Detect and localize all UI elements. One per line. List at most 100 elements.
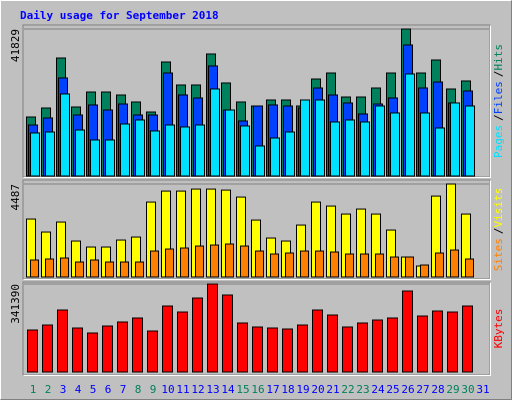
- legend-entry: Pages: [492, 125, 505, 158]
- legend-entry: Sites: [492, 238, 505, 271]
- legend: Pages/Files/Hits: [492, 44, 505, 158]
- x-tick-label: 30: [461, 383, 474, 396]
- x-tick-label: 3: [60, 383, 67, 396]
- bar: [135, 119, 145, 177]
- bar: [132, 317, 143, 373]
- bar: [450, 102, 460, 177]
- x-tick-label: 31: [476, 383, 489, 396]
- bar: [177, 311, 188, 373]
- bar: [30, 259, 39, 278]
- bar: [435, 127, 445, 177]
- bar: [195, 245, 204, 278]
- bar: [120, 261, 129, 278]
- x-tick-label: 15: [236, 383, 249, 396]
- x-tick-label: 9: [150, 383, 157, 396]
- bar: [225, 243, 234, 278]
- legend-entry: KBytes: [492, 309, 505, 349]
- x-tick-label: 24: [371, 383, 385, 396]
- bar: [240, 125, 250, 177]
- bar: [357, 322, 368, 373]
- x-tick-label: 27: [416, 383, 429, 396]
- bar: [27, 329, 38, 373]
- bar: [465, 105, 475, 177]
- bar: [420, 264, 429, 278]
- bar: [195, 124, 205, 177]
- bar: [465, 258, 474, 278]
- bar: [360, 253, 369, 278]
- bar: [315, 99, 325, 177]
- x-tick-label: 17: [266, 383, 279, 396]
- bar: [390, 256, 399, 278]
- panel-bevel: [23, 25, 491, 178]
- bar: [75, 129, 85, 177]
- bar: [105, 139, 115, 177]
- x-tick-label: 7: [120, 383, 127, 396]
- x-tick-label: 23: [356, 383, 369, 396]
- bar: [165, 248, 174, 278]
- chart-title: Daily usage for September 2018: [20, 9, 219, 22]
- legend-entry: Visits: [492, 188, 505, 228]
- bar: [375, 105, 385, 177]
- legend-entry: Hits: [492, 44, 505, 71]
- bar: [60, 257, 69, 278]
- bar: [45, 131, 55, 177]
- x-tick-label: 14: [221, 383, 235, 396]
- bar: [345, 119, 355, 177]
- bar: [225, 109, 235, 177]
- panel-bevel: [23, 282, 491, 376]
- bar: [207, 283, 218, 373]
- x-tick-label: 21: [326, 383, 339, 396]
- bar: [42, 324, 53, 373]
- bar: [345, 253, 354, 278]
- bar: [135, 261, 144, 278]
- x-tick-label: 18: [281, 383, 294, 396]
- bar: [372, 319, 383, 373]
- bar: [57, 309, 68, 373]
- y-tick-label: 4487: [9, 184, 22, 211]
- bar: [105, 261, 114, 278]
- bar: [75, 261, 84, 278]
- bar: [435, 252, 444, 278]
- bar: [87, 332, 98, 373]
- bar: [147, 330, 158, 373]
- bar: [180, 247, 189, 278]
- bar: [327, 314, 338, 373]
- x-tick-label: 22: [341, 383, 354, 396]
- bar: [45, 258, 54, 278]
- bar: [315, 250, 324, 278]
- bar: [180, 126, 190, 177]
- bar: [72, 327, 83, 373]
- bar: [432, 310, 443, 373]
- bar: [120, 123, 130, 177]
- bar: [252, 326, 263, 373]
- bar: [102, 325, 113, 373]
- bar: [300, 250, 309, 278]
- x-tick-label: 10: [161, 383, 174, 396]
- bar: [240, 245, 249, 278]
- bar: [420, 112, 430, 177]
- bar: [270, 137, 280, 177]
- x-tick-label: 11: [176, 383, 189, 396]
- bar: [405, 256, 414, 278]
- legend-separator: /: [492, 71, 505, 78]
- legend-separator: /: [492, 228, 505, 235]
- bar: [462, 305, 473, 373]
- bar: [447, 311, 458, 373]
- legend-separator: /: [492, 114, 505, 121]
- bar: [117, 321, 128, 373]
- x-tick-label: 16: [251, 383, 264, 396]
- bar: [402, 290, 413, 373]
- y-tick-label: 41829: [9, 29, 22, 62]
- bar: [90, 259, 99, 278]
- bar: [192, 297, 203, 373]
- bar: [342, 326, 353, 373]
- bar: [210, 88, 220, 177]
- bar: [267, 327, 278, 373]
- bar: [30, 132, 40, 177]
- bar: [285, 131, 295, 177]
- x-tick-label: 8: [135, 383, 142, 396]
- bar: [285, 252, 294, 278]
- bar: [165, 124, 175, 177]
- bar: [90, 139, 100, 177]
